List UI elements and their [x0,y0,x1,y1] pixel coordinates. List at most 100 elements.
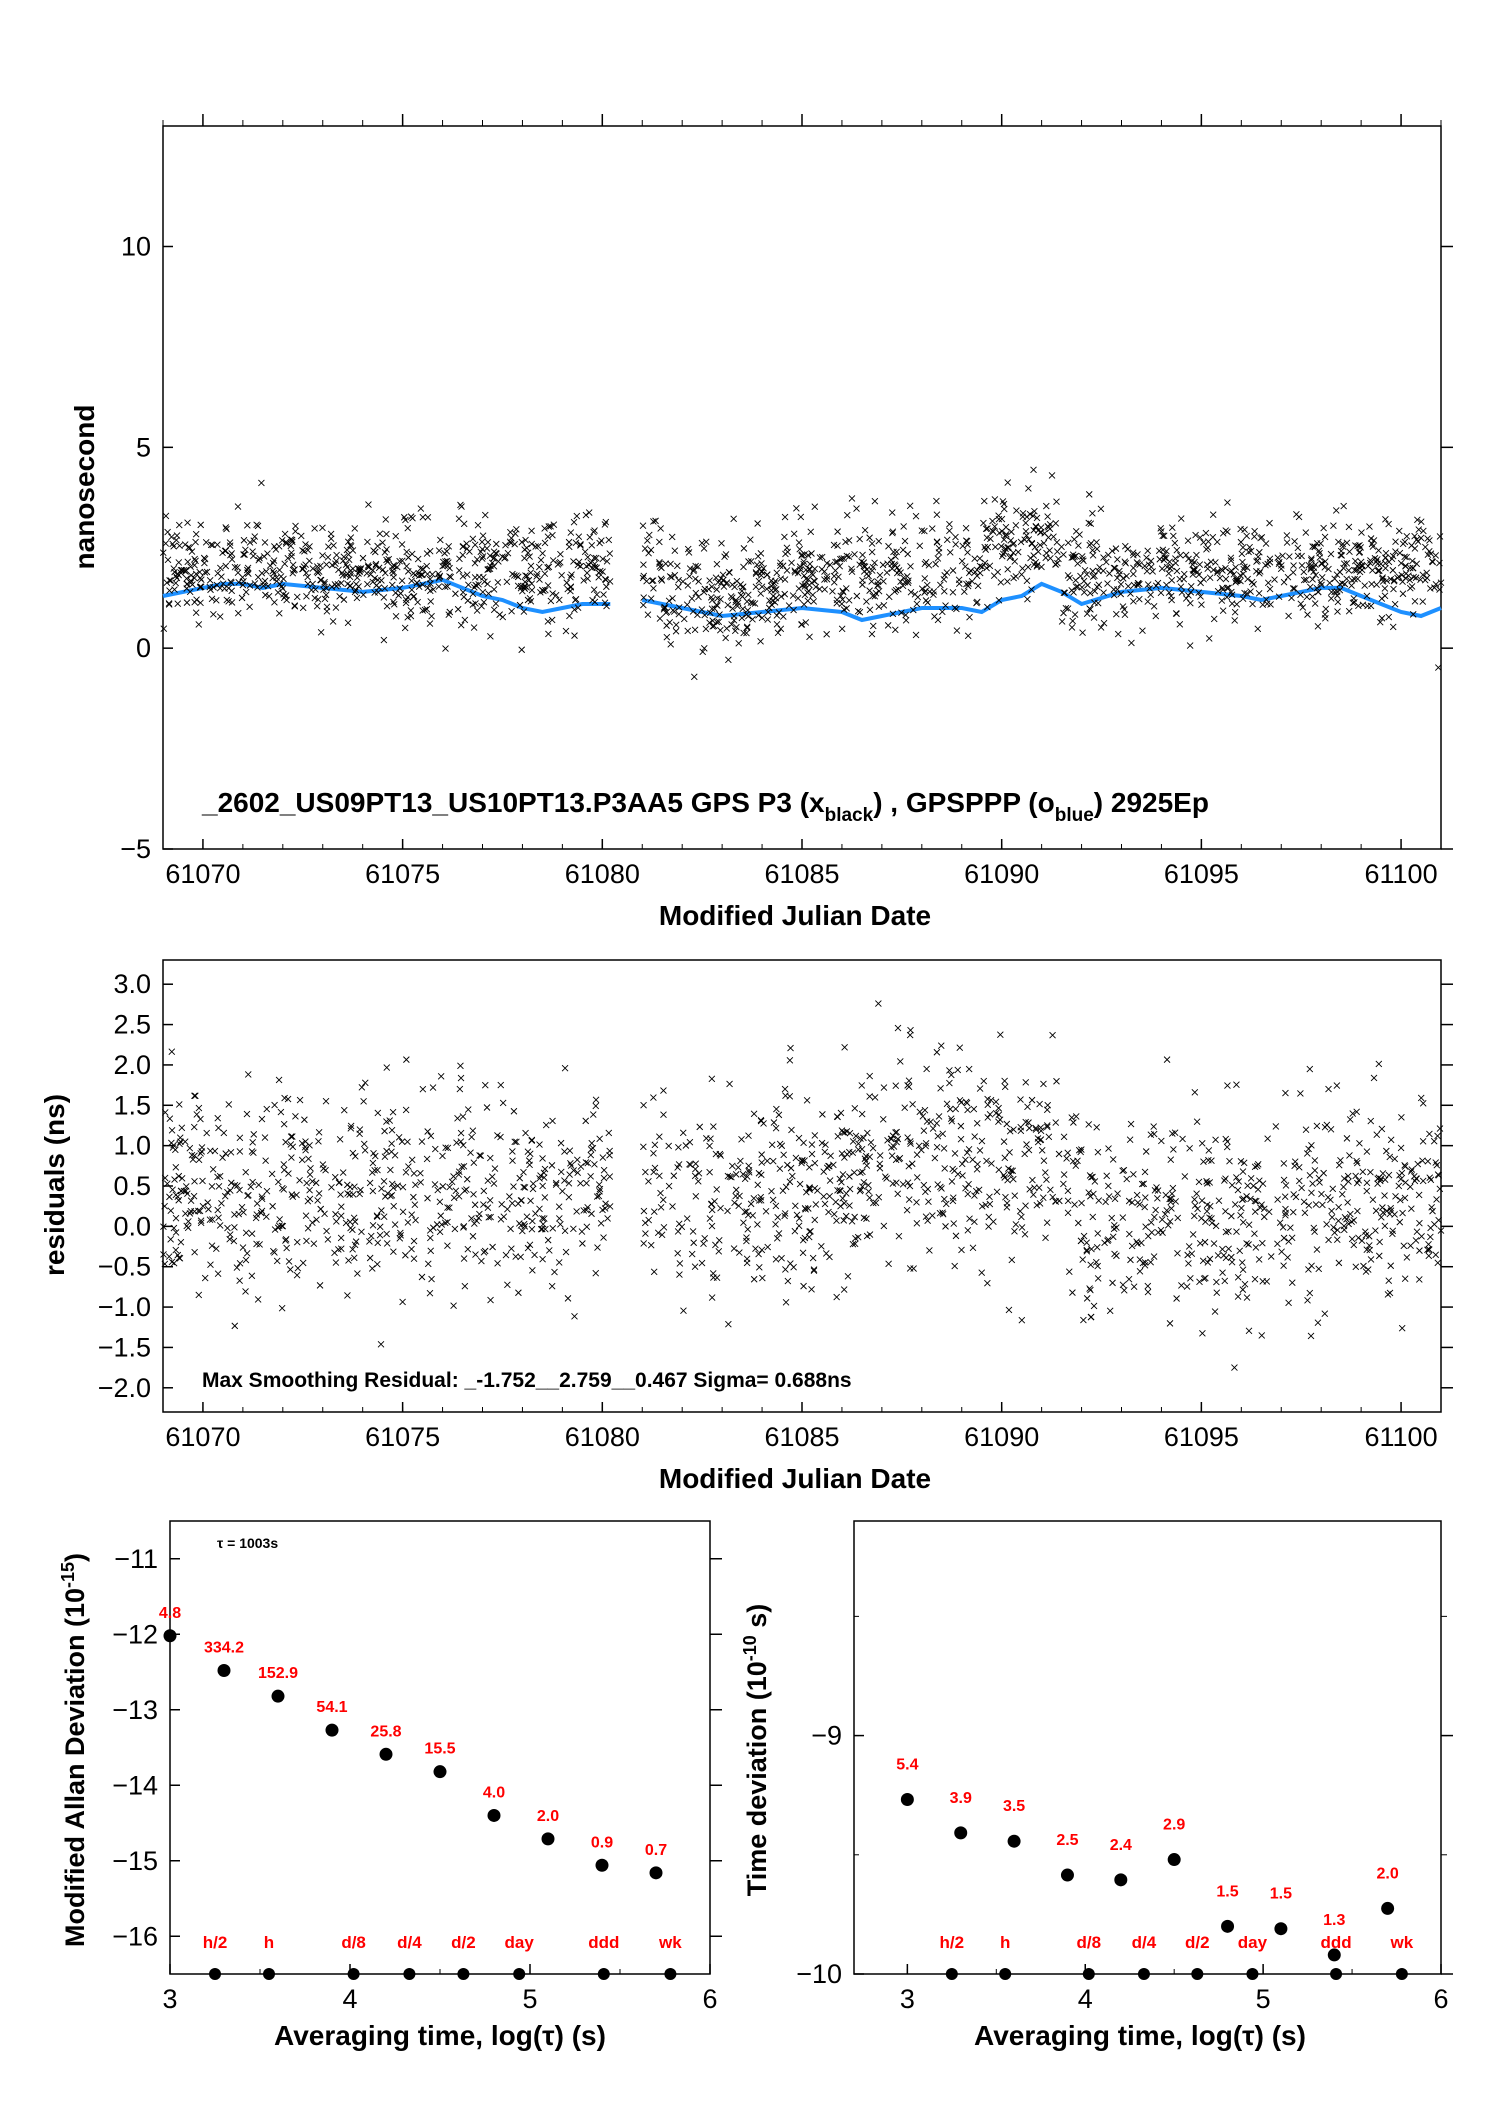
residual-point [1085,1121,1093,1128]
residual-point [476,1152,483,1159]
residual-point [869,1144,877,1152]
gps-p3-point [744,591,752,599]
gps-p3-point [645,549,652,557]
x-tick-label: 61080 [565,859,640,889]
residual-point [1245,1221,1253,1228]
gps-p3-point [806,560,814,568]
residual-point [1183,1283,1191,1290]
residual-point [205,1205,212,1213]
gps-p3-point [317,629,325,636]
gps-p3-point [1382,515,1389,523]
residual-point [499,1099,507,1107]
gps-p3-point [949,588,957,596]
residual-point [654,1229,662,1237]
residual-point [193,1111,201,1118]
residual-point [1179,1135,1186,1143]
residual-point [1345,1178,1352,1185]
gps-p3-point [544,618,552,625]
residual-point [1221,1277,1229,1285]
residuals-series [160,1000,1445,1371]
residual-point [896,1058,904,1065]
gps-p3-point [1036,541,1044,549]
gps-p3-point [1061,589,1069,597]
gps-p3-point [313,563,321,570]
residual-point [1224,1138,1231,1145]
residual-point [215,1124,222,1132]
gps-p3-point [435,574,443,582]
residual-point [171,1176,178,1183]
gps-p3-point [533,570,541,578]
residual-point [1077,1237,1085,1245]
gps-p3-point [757,550,765,557]
gps-p3-point [1436,533,1444,540]
residual-point [1397,1175,1405,1183]
gps-p3-point [251,580,259,587]
residual-point [426,1234,434,1242]
residual-point [552,1181,560,1188]
gps-p3-point [1355,602,1362,610]
residual-point [670,1172,678,1180]
gps-p3-point [1251,533,1258,540]
residual-point [561,1064,569,1072]
residual-point [985,1213,993,1221]
residual-point [963,1149,971,1157]
residual-point [988,1160,995,1167]
gps-p3-point [1336,568,1344,576]
residual-point [539,1155,546,1162]
residual-point [1401,1163,1409,1170]
gps-p3-point [771,598,779,606]
gps-p3-point [191,555,198,563]
residual-point [472,1251,479,1258]
gps-p3-point [396,557,403,565]
gps-p3-point [585,561,593,569]
residual-point [866,1072,874,1080]
time-marker [1191,1968,1204,1980]
gps-p3-point [800,560,807,568]
gps-p3-point [1177,551,1184,559]
residual-point [277,1108,285,1116]
gps-p3-point [545,523,553,530]
gps-p3-point [967,567,975,574]
residual-point [962,1184,969,1192]
point-label: 1.5 [1270,1886,1292,1903]
gps-p3-point [381,569,389,577]
point-label: 2.9 [1163,1817,1185,1834]
gps-p3-point [163,579,171,586]
residual-point [834,1133,842,1140]
residual-point [1012,1221,1020,1228]
residual-point [1311,1167,1319,1174]
x-tick-label: 61100 [1365,1422,1438,1452]
residual-point [408,1156,416,1164]
residual-point [757,1193,765,1201]
residual-point [316,1282,324,1289]
residual-point [809,1254,817,1262]
gps-p3-point [1432,552,1440,559]
gps-p3-point [1298,562,1306,569]
residual-point [1419,1177,1427,1185]
residual-point [411,1201,419,1209]
y-tick-label: 0.5 [113,1171,151,1201]
gps-p3-point [965,580,972,587]
residual-point [956,1096,964,1104]
time-marker-label: day [505,1933,535,1952]
gps-p3-point [1087,520,1095,527]
residual-point [830,1210,838,1218]
residual-point [1219,1269,1226,1276]
residual-point [695,1170,703,1177]
gps-p3-point [186,544,194,552]
gps-p3-point [1307,556,1315,564]
residual-point [743,1173,751,1180]
gps-p3-point [1223,593,1231,601]
tdev-points: 5.43.9 3.52.5 2.42.91.5 1.51.32.0h/2 h d/8 d/4… [896,1756,1414,1980]
residual-point [491,1165,499,1172]
residual-point [275,1076,283,1084]
gps-p3-point [492,540,500,548]
gps-p3-point [478,538,486,546]
residual-point [1416,1247,1423,1254]
gps-p3-point [1089,567,1097,575]
gps-p3-point [1331,588,1338,596]
residual-point [161,1260,169,1268]
gps-p3-point [1089,573,1097,581]
gps-p3-point [1307,564,1315,571]
y-tick-label: 5 [136,432,151,462]
